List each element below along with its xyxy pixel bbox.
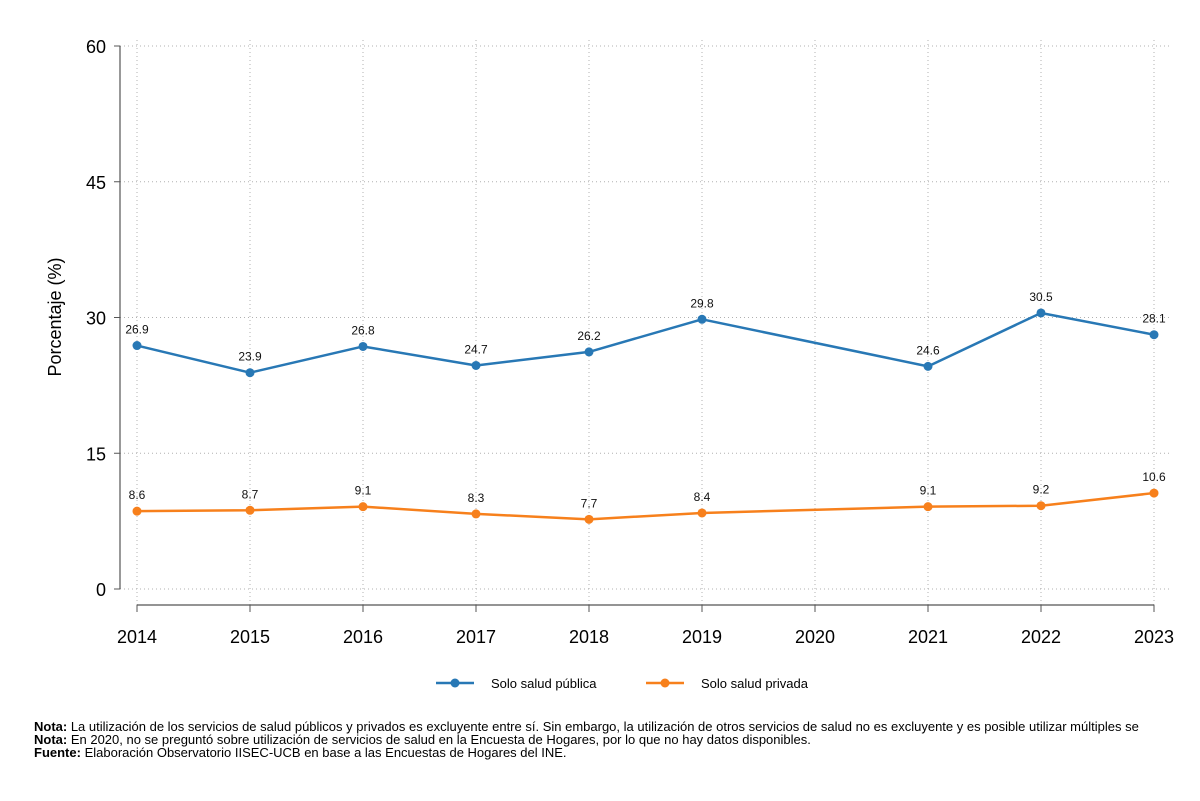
source-note: Fuente: Elaboración Observatorio IISEC-U…: [34, 746, 567, 759]
note-1: Nota: La utilización de los servicios de…: [34, 720, 1139, 733]
x-tick-label: 2021: [908, 627, 948, 647]
x-tick-label: 2014: [117, 627, 157, 647]
x-tick-label: 2017: [456, 627, 496, 647]
y-tick-label: 45: [86, 173, 106, 193]
series-line-2: [136, 491, 1155, 521]
data-point: [584, 514, 594, 524]
data-label: 26.9: [125, 323, 149, 337]
source-note-text: Elaboración Observatorio IISEC-UCB en ba…: [80, 745, 567, 760]
legend-marker: [660, 678, 670, 688]
data-point: [471, 360, 481, 370]
legend-marker: [450, 678, 460, 688]
x-tick-label: 2022: [1021, 627, 1061, 647]
note-2-text: En 2020, no se preguntó sobre utilizació…: [67, 732, 811, 747]
y-tick-label: 15: [86, 444, 106, 464]
data-label: 8.4: [694, 490, 711, 504]
data-label: 9.2: [1033, 483, 1050, 497]
series-lines: 26.9 23.9 26.8 24.7 26.2 29.8 24.6 30.5 28.1 8.6 8…: [125, 290, 1166, 524]
x-tick-label: 2016: [343, 627, 383, 647]
data-label: 9.1: [355, 484, 372, 498]
x-tick-label: 2019: [682, 627, 722, 647]
data-label: 7.7: [581, 496, 598, 510]
y-tick-label: 30: [86, 309, 106, 329]
data-point: [245, 505, 255, 515]
data-label: 8.6: [129, 488, 146, 502]
data-point: [1149, 330, 1159, 340]
x-tick-label: 2020: [795, 627, 835, 647]
data-point: [1036, 501, 1046, 511]
data-point: [1036, 308, 1046, 318]
data-point: [923, 361, 933, 371]
data-label: 10.6: [1142, 470, 1166, 484]
gridlines: [120, 40, 1170, 605]
data-label: 29.8: [690, 296, 714, 310]
legend: Solo salud pública Solo salud privada: [436, 676, 809, 691]
note-1-text: La utilización de los servicios de salud…: [67, 719, 1139, 734]
x-tick-label: 2018: [569, 627, 609, 647]
axes: 0 15 30 45 60 2014 2015 2016 2017 2018 2019 2020 202…: [45, 37, 1174, 647]
series-line-1: [136, 311, 1155, 374]
source-note-label: Fuente:: [34, 745, 81, 760]
y-tick-label: 60: [86, 37, 106, 57]
x-tick-label: 2023: [1134, 627, 1174, 647]
legend-label: Solo salud pública: [491, 676, 597, 691]
data-label: 24.6: [916, 343, 940, 357]
note-1-label: Nota:: [34, 719, 68, 734]
data-point: [584, 347, 594, 357]
data-label: 23.9: [238, 350, 262, 364]
data-point: [358, 502, 368, 512]
data-label: 9.1: [920, 484, 937, 498]
data-point: [358, 341, 368, 351]
data-point: [1149, 488, 1159, 498]
data-point: [132, 506, 142, 516]
data-label: 28.1: [1142, 312, 1166, 326]
data-point: [245, 368, 255, 378]
data-label: 30.5: [1029, 290, 1053, 304]
data-point: [923, 502, 933, 512]
x-tick-label: 2015: [230, 627, 270, 647]
data-label: 26.8: [351, 323, 375, 337]
data-point: [471, 509, 481, 519]
y-axis-title: Porcentaje (%): [45, 257, 65, 376]
y-tick-label: 0: [96, 580, 106, 600]
data-label: 24.7: [464, 342, 488, 356]
data-label: 8.7: [242, 487, 259, 501]
data-point: [697, 508, 707, 518]
note-2: Nota: En 2020, no se preguntó sobre util…: [34, 733, 811, 746]
data-label: 8.3: [468, 491, 485, 505]
data-point: [697, 314, 707, 324]
note-2-label: Nota:: [34, 732, 68, 747]
data-label: 26.2: [577, 329, 601, 343]
legend-label: Solo salud privada: [701, 676, 809, 691]
data-point: [132, 341, 142, 351]
